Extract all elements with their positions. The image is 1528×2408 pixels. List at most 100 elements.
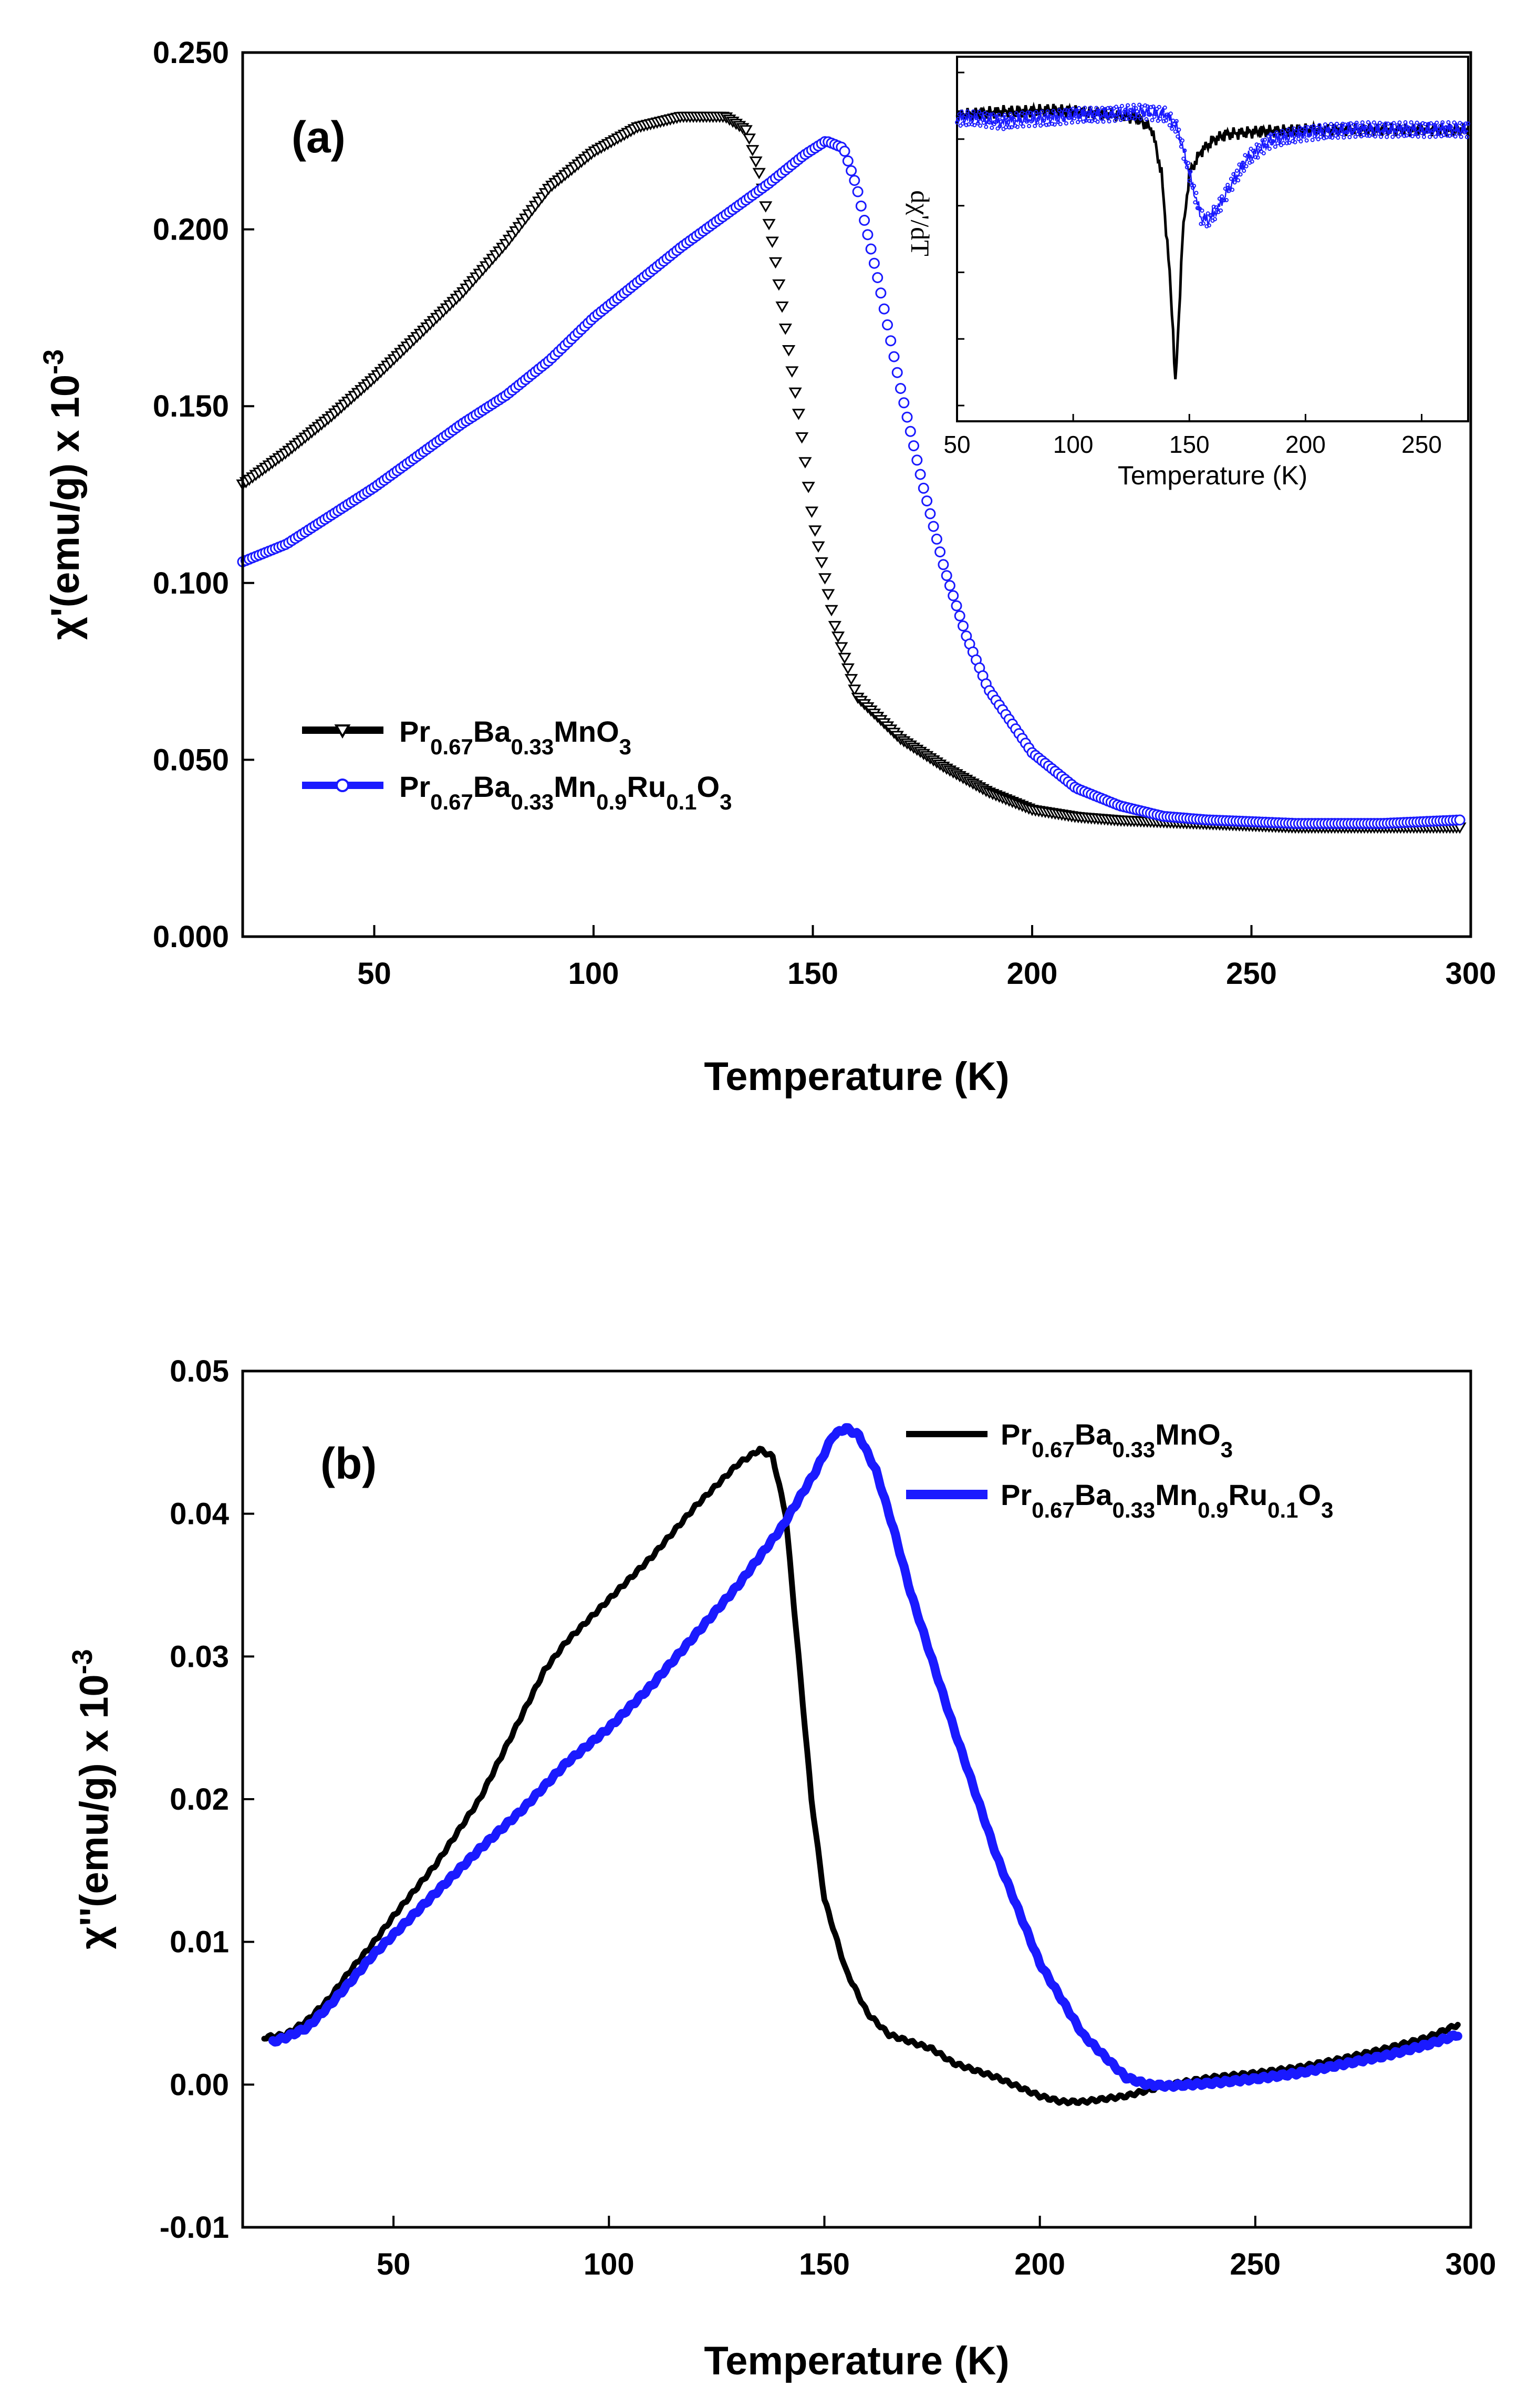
inset-data-point [1114, 105, 1118, 109]
data-point [749, 156, 763, 168]
inset-data-point [1429, 121, 1433, 126]
inset-data-point [1212, 217, 1217, 222]
panel-a-label: (a) [292, 112, 346, 162]
inset-data-point [1315, 126, 1319, 130]
inset-data-point [1077, 106, 1082, 110]
data-point [948, 590, 959, 601]
inset-data-point [1410, 134, 1415, 139]
legend-label-2-part: 0.33 [1113, 1498, 1156, 1522]
panel-b-y-tick-label: 0.04 [170, 1497, 229, 1531]
panel-a-y-axis-title-exponent: -3 [38, 349, 69, 375]
panel-a-chart: 50 100 150 200 250 3000.0000.0500.1000.1500.2… [38, 36, 1496, 1099]
inset-data-point [1131, 102, 1136, 107]
inset-data-point [1180, 138, 1184, 143]
inset-data-point [1342, 135, 1346, 140]
inset-data-point [1044, 122, 1049, 127]
legend-label-2-part: 0.9 [1198, 1498, 1228, 1522]
panel-b-y-tick-label: 0.05 [170, 1354, 229, 1388]
panel-b-y-tick-label: 0.00 [170, 2068, 229, 2102]
panel-a-y-tick-label: 0.100 [153, 566, 229, 600]
inset-data-point [1186, 161, 1191, 165]
inset-data-point [1015, 124, 1020, 129]
legend-label-1-part: Ba [1075, 1418, 1113, 1451]
data-point [875, 287, 887, 299]
panel-b-x-tick-label: 50 [377, 2247, 411, 2281]
inset-data-point [1157, 105, 1161, 109]
inset-data-point [1335, 121, 1339, 126]
legend-label-2-part: 3 [1321, 1498, 1333, 1522]
series-line [268, 1423, 1462, 2092]
panel-b-y-tick-label: 0.02 [170, 1782, 229, 1817]
inset-data-point [978, 123, 983, 128]
data-point [765, 236, 779, 248]
data-point [798, 457, 812, 469]
data-point [905, 425, 916, 437]
data-point [924, 508, 936, 520]
data-point [901, 411, 913, 423]
data-point [785, 366, 799, 378]
inset-data-point [1094, 106, 1099, 110]
inset-data-point [1200, 208, 1204, 213]
panel-a-x-tick-label: 150 [787, 957, 838, 991]
data-point [815, 557, 828, 569]
panel-b-label: (b) [320, 1439, 377, 1488]
data-point [944, 580, 955, 591]
inset-data-point [1311, 124, 1316, 128]
inset-data-point [996, 112, 1001, 117]
panel-b-x-tick-label: 150 [799, 2247, 850, 2281]
panel-b-series-2 [268, 1423, 1462, 2092]
panel-a-y-tick-label: 0.250 [153, 36, 229, 70]
legend-label-2-part: 0.1 [666, 790, 697, 814]
data-point [742, 133, 756, 145]
panel-b-x-axis-title: Temperature (K) [704, 2339, 1009, 2383]
inset-data-point [1353, 134, 1358, 139]
inset-data-point [1083, 106, 1087, 110]
data-point [852, 186, 864, 198]
inset-data-point [1040, 109, 1044, 114]
inset-data-point [1316, 137, 1321, 141]
inset-data-point [1433, 134, 1438, 139]
data-point [958, 620, 969, 632]
legend-label-1-part: Ba [473, 715, 511, 748]
inset-data-point [1124, 117, 1129, 121]
inset-data-point [1285, 141, 1289, 146]
inset-x-tick-label: 200 [1285, 431, 1326, 458]
inset-data-point [1379, 134, 1384, 139]
legend-label-1: Pr0.67Ba0.33MnO3 [1001, 1418, 1233, 1462]
data-point [862, 229, 874, 241]
panel-b-x-tick-label: 250 [1230, 2247, 1281, 2281]
inset-data-point [1033, 123, 1037, 128]
legend-label-1-part: 0.33 [511, 734, 554, 759]
inset-data-point [1151, 105, 1156, 109]
legend-label-2-part: 0.33 [511, 790, 554, 814]
inset-data-point [1253, 155, 1258, 160]
inset-data-point [1101, 119, 1106, 124]
legend-label-2-part: Pr [1001, 1478, 1032, 1511]
inset-data-point [1027, 123, 1032, 128]
inset-data-point [1296, 137, 1301, 141]
inset-data-point [1063, 108, 1067, 112]
inset-data-point [1330, 136, 1335, 140]
panel-a-y-axis-title-main: χ'(emu/g) x 10 [43, 375, 88, 640]
inset-data-point [1224, 198, 1229, 202]
inset-data-point [1428, 134, 1432, 139]
data-point [938, 559, 949, 570]
data-point [954, 610, 965, 621]
legend-label-2-part: Ru [1229, 1478, 1268, 1511]
inset-data-point [1089, 119, 1094, 123]
panel-a-ticks: 50 100 150 200 250 3000.0000.0500.1000.1500.2… [153, 36, 1496, 991]
inset-data-point [971, 109, 975, 114]
inset-data-point [1120, 103, 1124, 108]
series-line [261, 1446, 1461, 2106]
legend-label-1-part: MnO [554, 715, 619, 748]
inset-data-point [1310, 138, 1315, 142]
inset-data-point [1286, 127, 1291, 132]
legend-label-2-part: Ru [627, 770, 667, 803]
inset-data-point [1329, 122, 1334, 127]
data-point [849, 175, 860, 186]
inset-data-point [1021, 124, 1025, 129]
legend-label-1-part: 0.67 [430, 734, 473, 759]
data-point [835, 642, 848, 653]
inset-data-point [990, 126, 994, 130]
data-point [898, 397, 910, 409]
